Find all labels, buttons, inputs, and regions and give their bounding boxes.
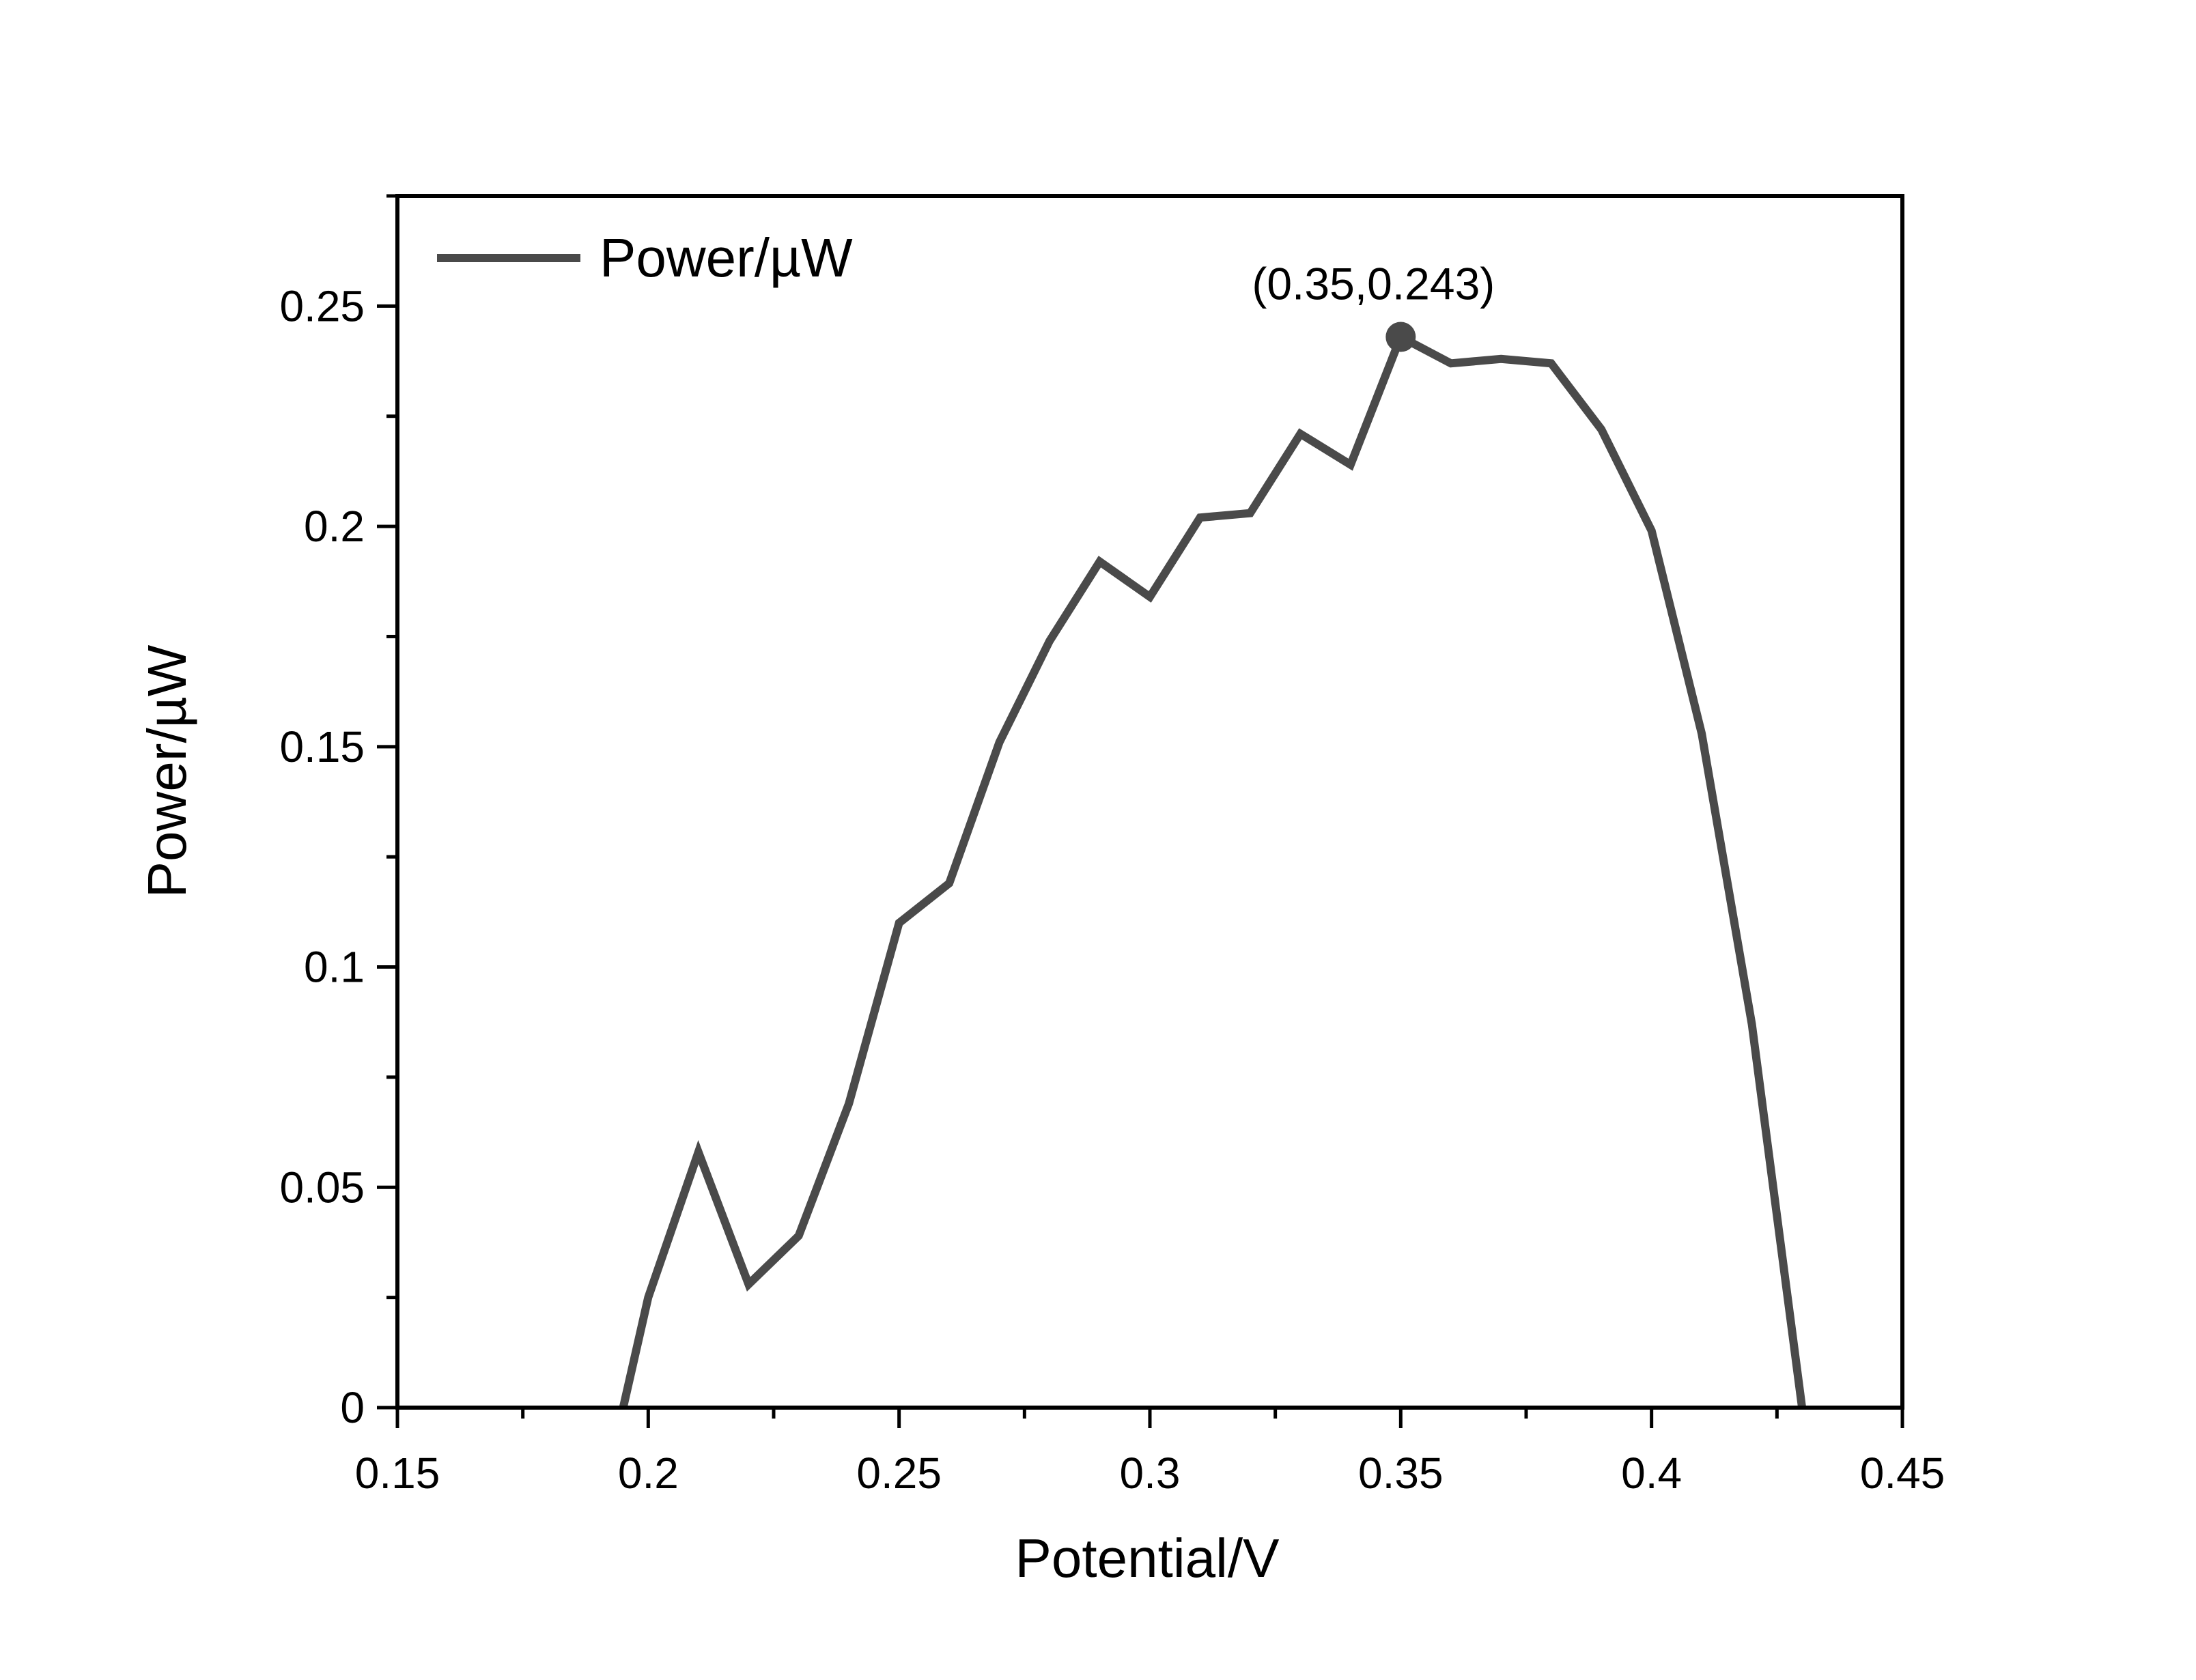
x-axis-title: Potential/V (1015, 1528, 1280, 1589)
annotation-layer: (0.35,0.243) (1252, 259, 1495, 352)
y-tick-labels: 0 0.05 0.1 0.15 0.2 0.25 (279, 281, 365, 1432)
y-axis-title: Power/µW (137, 644, 197, 898)
x-tick-label: 0.2 (618, 1449, 679, 1498)
plot-frame (395, 194, 1904, 1410)
x-tick-labels: 0.15 0.2 0.25 0.3 0.35 0.4 0.45 (355, 1449, 1945, 1498)
x-tick-label: 0.25 (856, 1449, 942, 1498)
peak-annotation-label: (0.35,0.243) (1252, 259, 1495, 309)
x-tick-label: 0.35 (1358, 1449, 1444, 1498)
y-tick-label: 0.1 (304, 943, 365, 992)
y-tick-label: 0.15 (279, 722, 365, 771)
series-layer (619, 331, 1807, 1409)
series-line-0 (619, 331, 1807, 1409)
y-tick-label: 0.05 (279, 1163, 365, 1212)
y-tick-label: 0.25 (279, 281, 365, 330)
legend-label: Power/µW (600, 227, 853, 288)
x-tick-label: 0.45 (1860, 1449, 1945, 1498)
y-tick-label: 0.2 (304, 502, 365, 551)
x-tick-label: 0.3 (1120, 1449, 1181, 1498)
legend: Power/µW (437, 227, 853, 288)
x-tick-label: 0.15 (355, 1449, 440, 1498)
x-tick-label: 0.4 (1621, 1449, 1682, 1498)
y-tick-label: 0 (340, 1383, 365, 1432)
peak-marker (1385, 322, 1416, 352)
